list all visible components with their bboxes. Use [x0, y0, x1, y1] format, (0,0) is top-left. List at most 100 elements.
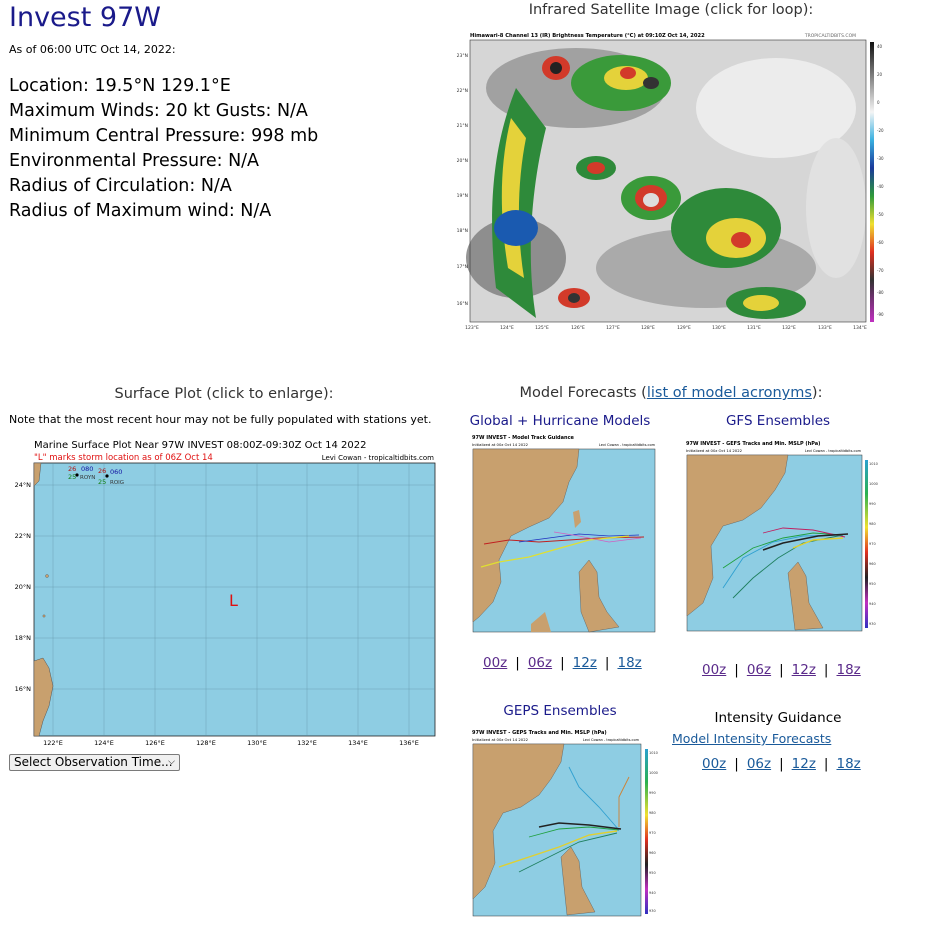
- min-pressure: Minimum Central Pressure: 998 mb: [9, 126, 319, 146]
- surface-plot-credit: Levi Cowan - tropicaltidbits.com: [322, 454, 434, 462]
- global-run-18z-link[interactable]: 18z: [617, 655, 642, 671]
- station-temp: 26: [68, 465, 76, 473]
- gfs-image-title: 97W INVEST - GEFS Tracks and Min. MSLP (…: [686, 441, 820, 447]
- station-pressure: 060: [110, 468, 122, 476]
- gfs-scale-label: 970: [869, 542, 876, 546]
- gfs-run-12z-link[interactable]: 12z: [791, 662, 816, 678]
- geps-ensembles-image[interactable]: 97W INVEST - GEPS Tracks and Min. MSLP (…: [469, 727, 664, 920]
- gfs-ensembles-image[interactable]: 97W INVEST - GEFS Tracks and Min. MSLP (…: [683, 438, 878, 636]
- gfs-runs: 00z | 06z | 12z | 18z: [702, 662, 861, 678]
- gfs-image-sub: Initialized at 00z Oct 14 2022: [686, 448, 743, 453]
- sat-lon-label: 125°E: [535, 325, 549, 331]
- gfs-run-00z-link[interactable]: 00z: [702, 662, 727, 678]
- satellite-credit: TROPICALTIDBITS.COM: [804, 33, 856, 39]
- intensity-run-06z-link[interactable]: 06z: [746, 756, 772, 772]
- radius-max-wind: Radius of Maximum wind: N/A: [9, 201, 272, 221]
- sat-lat-label: 22°N: [457, 88, 468, 94]
- surface-plot-title: Marine Surface Plot Near 97W INVEST 08:0…: [34, 440, 366, 451]
- sat-lon-label: 128°E: [641, 325, 655, 331]
- surface-lat-label: 16°N: [15, 685, 32, 693]
- station-dew: 25: [98, 478, 106, 486]
- geps-scale-label: 980: [649, 811, 656, 815]
- global-runs: 00z | 06z | 12z | 18z: [483, 655, 642, 671]
- sat-scale-label: -30: [877, 156, 884, 161]
- geps-scale-label: 940: [649, 891, 656, 895]
- sat-lat-label: 18°N: [457, 228, 468, 234]
- model-heading-suffix: ):: [811, 385, 823, 401]
- sat-lat-label: 21°N: [457, 123, 468, 129]
- geps-scale-label: 1000: [649, 771, 658, 775]
- sat-scale-label: -60: [877, 240, 884, 245]
- gfs-ensembles-heading: GFS Ensembles: [725, 413, 831, 429]
- sat-scale-label: -70: [877, 268, 884, 273]
- geps-scale-label: 960: [649, 851, 656, 855]
- sat-lat-label: 23°N: [457, 53, 468, 59]
- gfs-scale-label: 990: [869, 502, 876, 506]
- gfs-run-06z-link[interactable]: 06z: [746, 662, 772, 678]
- geps-ensembles-heading: GEPS Ensembles: [503, 703, 617, 719]
- intensity-run-12z-link[interactable]: 12z: [791, 756, 816, 772]
- global-image-credit: Levi Cowan - tropicaltidbits.com: [599, 443, 656, 447]
- intensity-guidance-heading: Intensity Guidance: [714, 710, 842, 726]
- gfs-scale-label: 980: [869, 522, 876, 526]
- surface-lon-label: 136°E: [399, 739, 419, 747]
- sat-scale-label: -90: [877, 312, 884, 317]
- station-pressure: 080: [81, 465, 93, 473]
- intensity-run-18z-link[interactable]: 18z: [836, 756, 861, 772]
- model-heading-prefix: Model Forecasts (: [519, 385, 647, 401]
- surface-lon-label: 126°E: [145, 739, 165, 747]
- geps-scale-label: 930: [649, 909, 656, 913]
- as-of-timestamp: As of 06:00 UTC Oct 14, 2022:: [9, 43, 176, 56]
- gfs-scale-label: 1000: [869, 482, 878, 486]
- sat-scale-label: 20: [877, 72, 883, 77]
- sat-scale-label: -40: [877, 184, 884, 189]
- sat-lon-label: 129°E: [677, 325, 691, 331]
- global-run-06z-link[interactable]: 06z: [527, 655, 553, 671]
- model-intensity-forecasts-link[interactable]: Model Intensity Forecasts: [672, 731, 832, 746]
- gfs-run-18z-link[interactable]: 18z: [836, 662, 861, 678]
- global-image-title: 97W INVEST - Model Track Guidance: [472, 435, 575, 441]
- sat-lat-label: 19°N: [457, 193, 468, 199]
- sat-lon-label: 131°E: [747, 325, 761, 331]
- model-forecasts-heading: Model Forecasts (list of model acronyms)…: [456, 385, 886, 401]
- gfs-scale-label: 940: [869, 602, 876, 606]
- global-run-00z-link[interactable]: 00z: [483, 655, 508, 671]
- global-models-image[interactable]: 97W INVEST - Model Track Guidance Initia…: [469, 432, 659, 637]
- surface-note: Note that the most recent hour may not b…: [9, 413, 432, 426]
- surface-lat-label: 18°N: [15, 634, 32, 642]
- sat-lon-label: 126°E: [571, 325, 585, 331]
- surface-lon-label: 132°E: [297, 739, 317, 747]
- global-run-12z-link[interactable]: 12z: [572, 655, 597, 671]
- station-id: ROIG: [110, 480, 124, 486]
- radius-circulation: Radius of Circulation: N/A: [9, 176, 232, 196]
- surface-lat-label: 20°N: [15, 583, 32, 591]
- storm-marker-l: L: [229, 591, 238, 610]
- sat-lon-label: 134°E: [853, 325, 867, 331]
- geps-scale-label: 970: [649, 831, 656, 835]
- gfs-scale-label: 950: [869, 582, 876, 586]
- max-winds: Maximum Winds: 20 kt Gusts: N/A: [9, 101, 308, 121]
- sat-lat-label: 17°N: [457, 264, 468, 270]
- geps-image-sub: Initialized at 00z Oct 14 2022: [472, 737, 529, 742]
- surface-lon-label: 128°E: [196, 739, 216, 747]
- surface-plot-subtitle: "L" marks storm location as of 06Z Oct 1…: [34, 453, 213, 463]
- geps-image-title: 97W INVEST - GEPS Tracks and Min. MSLP (…: [472, 730, 607, 736]
- observation-time-select[interactable]: Select Observation Time... ⌵: [9, 754, 180, 771]
- gfs-scale-label: 1010: [869, 462, 878, 466]
- gfs-scale-label: 930: [869, 622, 876, 626]
- geps-image-credit: Levi Cowan - tropicaltidbits.com: [583, 738, 640, 742]
- surface-plot-image[interactable]: Marine Surface Plot Near 97W INVEST 08:0…: [9, 436, 439, 752]
- sat-lon-label: 124°E: [500, 325, 514, 331]
- model-acronyms-link[interactable]: list of model acronyms: [646, 385, 812, 401]
- surface-lat-label: 24°N: [15, 481, 32, 489]
- surface-lon-label: 130°E: [247, 739, 267, 747]
- intensity-run-00z-link[interactable]: 00z: [702, 756, 727, 772]
- chevron-down-icon: ⌵: [168, 757, 175, 767]
- sat-scale-label: -20: [877, 128, 884, 133]
- sat-lat-label: 20°N: [457, 158, 468, 164]
- sat-lon-label: 127°E: [606, 325, 620, 331]
- satellite-image[interactable]: Himawari-8 Channel 13 (IR) Brightness Te…: [456, 28, 886, 334]
- env-pressure: Environmental Pressure: N/A: [9, 151, 260, 171]
- sat-lat-label: 16°N: [457, 301, 468, 307]
- sat-scale-label: 40: [877, 44, 883, 49]
